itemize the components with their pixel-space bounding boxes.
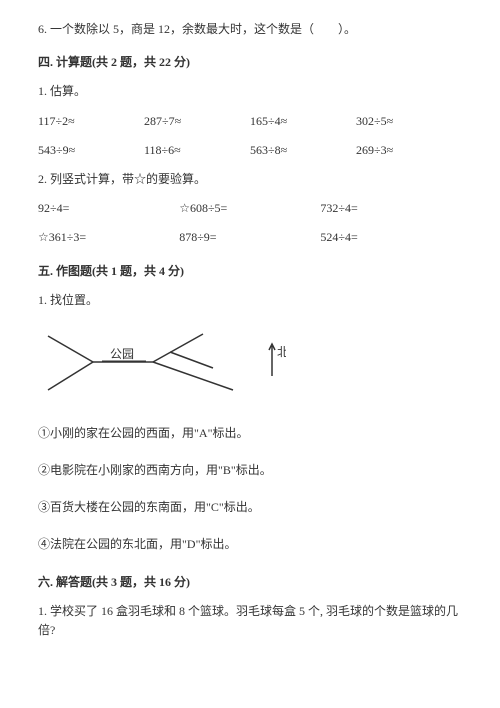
s5-q1-label: 1. 找位置。 bbox=[38, 291, 462, 310]
section-5-title: 五. 作图题(共 1 题，共 4 分) bbox=[38, 262, 462, 281]
calc-cell: 878÷9= bbox=[179, 228, 320, 247]
calc-cell: 732÷4= bbox=[320, 199, 461, 218]
calc-cell: 563÷8≈ bbox=[250, 141, 356, 160]
park-diagram-icon: 公园 bbox=[38, 324, 238, 404]
north-arrow-icon: 北 bbox=[268, 340, 286, 380]
s4-q2-label: 2. 列竖式计算，带☆的要验算。 bbox=[38, 170, 462, 189]
park-label: 公园 bbox=[110, 347, 134, 361]
s5-item-1: ①小刚的家在公园的西面，用"A"标出。 bbox=[38, 424, 462, 443]
calc-cell: 269÷3≈ bbox=[356, 141, 462, 160]
north-indicator: 北 bbox=[268, 340, 286, 388]
s6-q1: 1. 学校买了 16 盒羽毛球和 8 个篮球。羽毛球每盒 5 个, 羽毛球的个数… bbox=[38, 602, 462, 640]
calc-cell: 524÷4= bbox=[320, 228, 461, 247]
calc-row-3: 92÷4= ☆608÷5= 732÷4= bbox=[38, 199, 462, 218]
calc-cell: 92÷4= bbox=[38, 199, 179, 218]
calc-cell: 543÷9≈ bbox=[38, 141, 144, 160]
s5-item-3: ③百货大楼在公园的东南面，用"C"标出。 bbox=[38, 498, 462, 517]
calc-cell: 118÷6≈ bbox=[144, 141, 250, 160]
s5-item-4: ④法院在公园的东北面，用"D"标出。 bbox=[38, 535, 462, 554]
diagram-row: 公园 北 bbox=[38, 324, 462, 404]
section-6-title: 六. 解答题(共 3 题，共 16 分) bbox=[38, 573, 462, 592]
s5-item-2: ②电影院在小刚家的西南方向，用"B"标出。 bbox=[38, 461, 462, 480]
calc-row-2: 543÷9≈ 118÷6≈ 563÷8≈ 269÷3≈ bbox=[38, 141, 462, 160]
calc-cell: 165÷4≈ bbox=[250, 112, 356, 131]
section-4-title: 四. 计算题(共 2 题，共 22 分) bbox=[38, 53, 462, 72]
svg-text:北: 北 bbox=[277, 345, 286, 359]
calc-cell: ☆608÷5= bbox=[179, 199, 320, 218]
calc-cell: 117÷2≈ bbox=[38, 112, 144, 131]
calc-row-4: ☆361÷3= 878÷9= 524÷4= bbox=[38, 228, 462, 247]
question-6: 6. 一个数除以 5，商是 12，余数最大时，这个数是（ ）。 bbox=[38, 20, 462, 39]
s4-q1-label: 1. 估算。 bbox=[38, 82, 462, 101]
calc-cell: 287÷7≈ bbox=[144, 112, 250, 131]
calc-row-1: 117÷2≈ 287÷7≈ 165÷4≈ 302÷5≈ bbox=[38, 112, 462, 131]
calc-cell: ☆361÷3= bbox=[38, 228, 179, 247]
calc-cell: 302÷5≈ bbox=[356, 112, 462, 131]
